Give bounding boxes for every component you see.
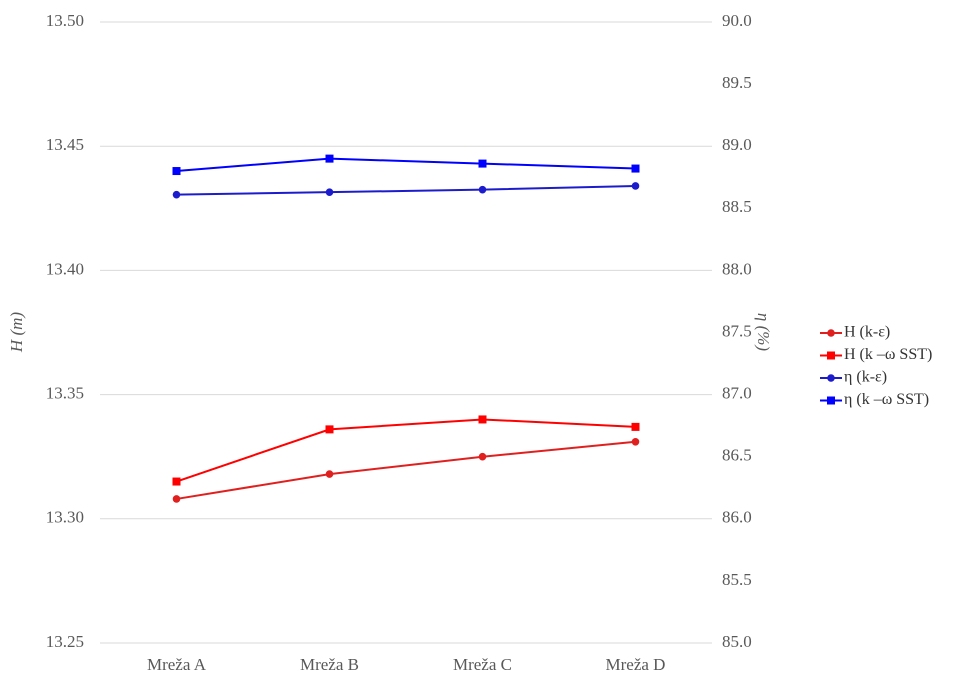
y2-tick-label: 85.5	[722, 570, 752, 589]
legend-label: η (k –ω SST)	[844, 391, 929, 408]
y2-tick-label: 88.5	[722, 197, 752, 216]
legend-marker	[827, 396, 835, 405]
data-point	[478, 415, 487, 424]
x-tick-label: Mreža A	[147, 655, 207, 674]
y-tick-label: 13.50	[46, 11, 84, 30]
y2-axis-label: η (%)	[754, 313, 773, 352]
y2-tick-label: 87.5	[722, 321, 752, 340]
y-tick-label: 13.40	[46, 259, 84, 278]
y-tick-label: 13.35	[46, 384, 84, 403]
data-point	[478, 185, 487, 194]
data-point	[325, 188, 334, 196]
data-point	[631, 182, 640, 190]
legend-label: H (k-ε)	[844, 324, 890, 341]
data-point	[172, 477, 181, 486]
y2-tick-label: 89.0	[722, 135, 752, 154]
y2-tick-label: 85.0	[722, 632, 752, 651]
y2-tick-label: 86.0	[722, 508, 752, 527]
y-tick-label: 13.45	[46, 135, 84, 154]
data-point	[478, 452, 487, 461]
y2-tick-label: 89.5	[722, 73, 752, 92]
x-tick-label: Mreža B	[300, 655, 359, 674]
data-point	[631, 437, 640, 446]
data-point	[325, 425, 334, 434]
series-line	[176, 440, 636, 500]
y-tick-label: 13.25	[46, 632, 84, 651]
y-tick-label: 13.30	[46, 508, 84, 527]
y2-tick-label: 90.0	[722, 11, 752, 30]
legend-marker	[827, 329, 835, 337]
y2-tick-label: 86.5	[722, 446, 752, 465]
series-line	[176, 418, 636, 483]
y2-tick-label: 88.0	[722, 259, 752, 278]
data-point	[172, 495, 181, 503]
data-point	[478, 159, 487, 168]
y2-tick-label: 87.0	[722, 384, 752, 403]
y-axis-label: H (m)	[7, 312, 26, 353]
data-point	[172, 167, 181, 176]
data-point	[172, 190, 181, 199]
data-point	[325, 470, 334, 478]
legend-marker	[827, 374, 835, 382]
data-point	[631, 164, 640, 173]
series-line	[176, 184, 636, 196]
legend-label: H (k –ω SST)	[844, 346, 932, 363]
series-line	[176, 157, 636, 173]
x-tick-label: Mreža C	[453, 655, 512, 674]
legend-label: η (k-ε)	[844, 369, 887, 386]
data-point	[325, 154, 334, 163]
x-tick-label: Mreža D	[606, 655, 666, 674]
data-point	[631, 422, 640, 431]
legend-marker	[827, 351, 835, 360]
